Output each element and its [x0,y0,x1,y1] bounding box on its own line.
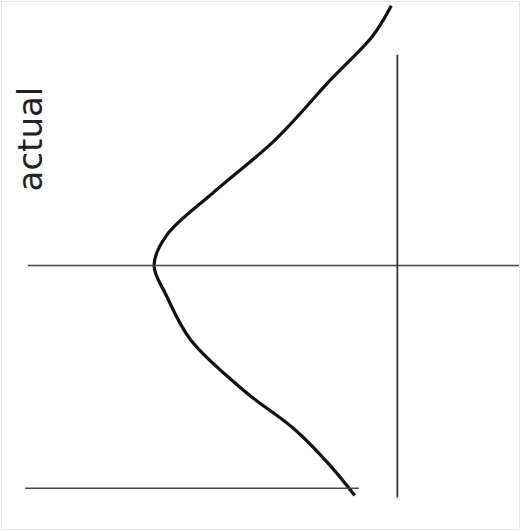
svg-text:actual: actual [10,87,50,192]
